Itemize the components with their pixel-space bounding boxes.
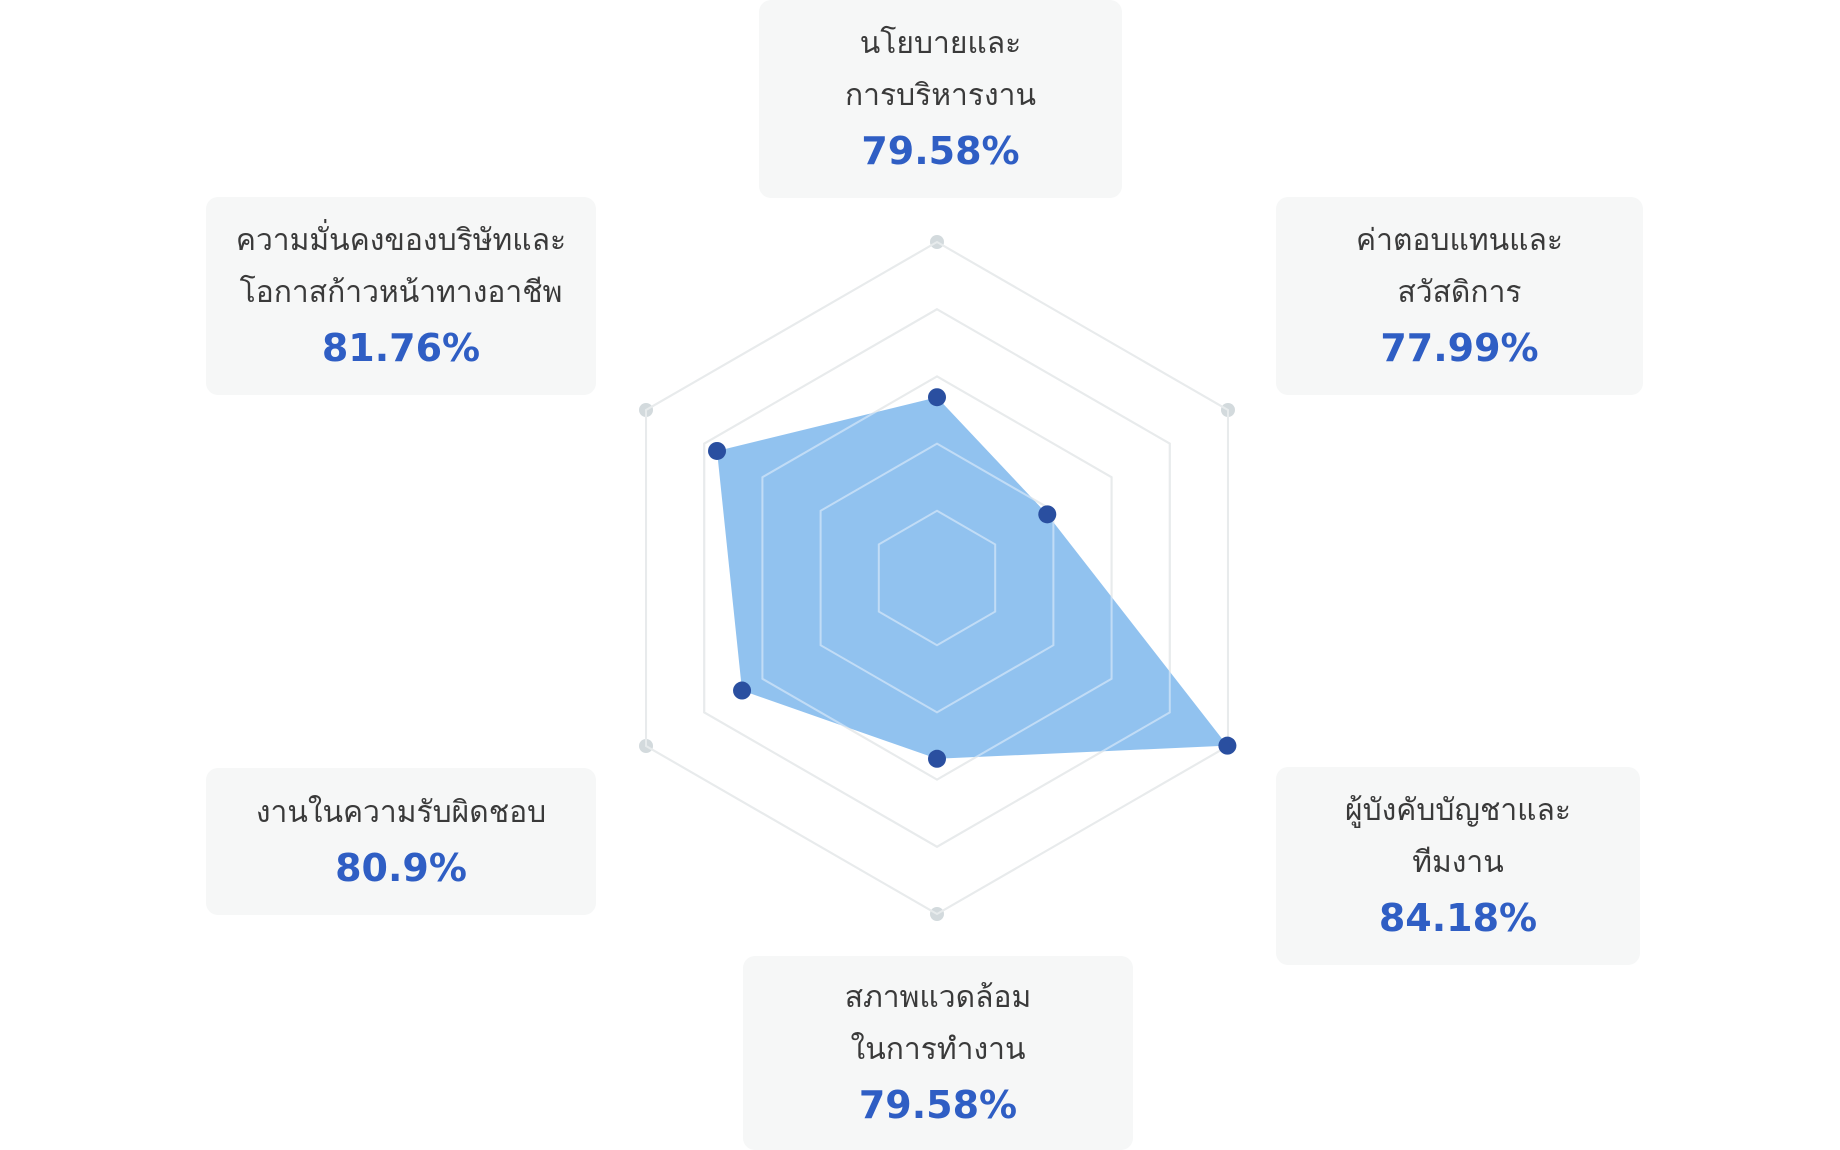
label-box: งานในความรับผิดชอบ 80.9%: [206, 768, 596, 915]
grid-ring-overlay: [761, 375, 1113, 781]
data-point: [708, 441, 727, 460]
category-label: ในการทำงาน: [850, 1032, 1026, 1067]
grid-ring-overlay: [877, 509, 997, 647]
label-box: ผู้บังคับบัญชาและทีมงาน 84.18%: [1276, 767, 1640, 965]
category-label: ค่าตอบแทนและ: [1356, 223, 1563, 258]
grid-ring: [703, 308, 1171, 848]
data-point: [733, 681, 752, 700]
data-point: [1038, 505, 1057, 524]
category-label: ทีมงาน: [1412, 845, 1504, 880]
data-point: [928, 388, 946, 407]
value-label: 84.18%: [1378, 896, 1538, 940]
grid-ring-overlay: [645, 240, 1229, 916]
data-point: [928, 749, 946, 768]
axis-end-dot: [639, 403, 654, 417]
data-point: [1218, 736, 1237, 755]
grid-ring-overlay: [703, 308, 1171, 848]
category-label: ความมั่นคงของบริษัทและ: [235, 223, 567, 258]
value-label: 77.99%: [1380, 326, 1539, 370]
label-box: ค่าตอบแทนและสวัสดิการ 77.99%: [1276, 197, 1643, 395]
value-label: 80.9%: [335, 845, 467, 890]
radar-area: [717, 397, 1228, 759]
value-label: 79.58%: [861, 129, 1020, 173]
category-label: นโยบายและ: [859, 26, 1022, 61]
category-label: สภาพแวดล้อม: [844, 980, 1032, 1015]
axis-end-dot: [930, 235, 944, 249]
category-label: สวัสดิการ: [1397, 275, 1522, 310]
label-box: สภาพแวดล้อมในการทำงาน 79.58%: [743, 956, 1133, 1150]
label-box: ความมั่นคงของบริษัทและโอกาสก้าวหน้าทางอา…: [206, 197, 596, 395]
value-label: 79.58%: [858, 1083, 1018, 1127]
axis-end-dot: [639, 739, 654, 753]
value-label: 81.76%: [321, 326, 481, 370]
category-label: ผู้บังคับบัญชาและ: [1344, 793, 1572, 828]
axis-end-dot: [930, 907, 944, 921]
category-label: โอกาสก้าวหน้าทางอาชีพ: [239, 275, 563, 310]
label-box: นโยบายและการบริหารงาน 79.58%: [759, 0, 1122, 198]
axis-end-dot: [1220, 403, 1235, 417]
category-label: งานในความรับผิดชอบ: [255, 794, 547, 830]
category-label: การบริหารงาน: [844, 78, 1036, 113]
